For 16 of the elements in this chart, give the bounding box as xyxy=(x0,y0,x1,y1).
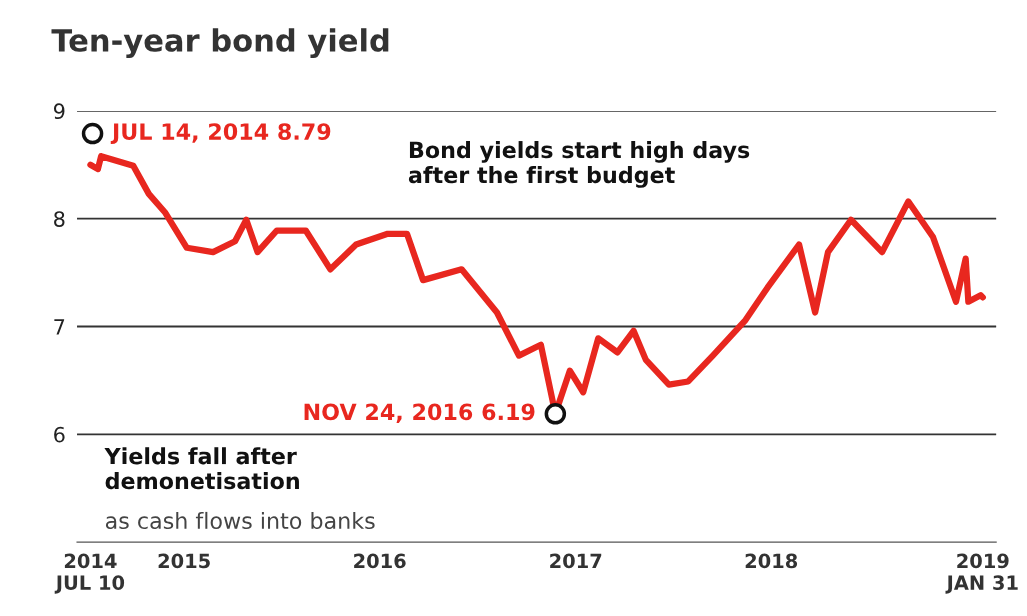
annotation: JUL 14, 2014 8.79 xyxy=(110,123,331,145)
x-tick-label: 2019 JAN 31 xyxy=(945,553,1018,594)
chart-title: Ten-year bond yield xyxy=(51,28,389,59)
x-tick-label: 2014 JUL 10 xyxy=(54,553,125,594)
annotation: Yields fall after demonetisation xyxy=(104,447,299,490)
y-tick-label: 7 xyxy=(54,319,65,335)
x-tick-label: 2015 xyxy=(158,553,210,569)
annotation: as cash flows into banks xyxy=(105,511,375,530)
y-tick-label: 9 xyxy=(53,103,65,120)
annotation: Bond yields start high days after the first budget xyxy=(408,141,750,188)
annotation: NOV 24, 2016 6.19 xyxy=(304,403,535,424)
y-tick-label: 6 xyxy=(54,426,65,443)
x-tick-label: 2016 xyxy=(354,553,406,569)
x-tick-label: 2017 xyxy=(550,553,602,569)
x-tick-label: 2018 xyxy=(745,553,798,569)
y-tick-label: 8 xyxy=(54,211,65,227)
